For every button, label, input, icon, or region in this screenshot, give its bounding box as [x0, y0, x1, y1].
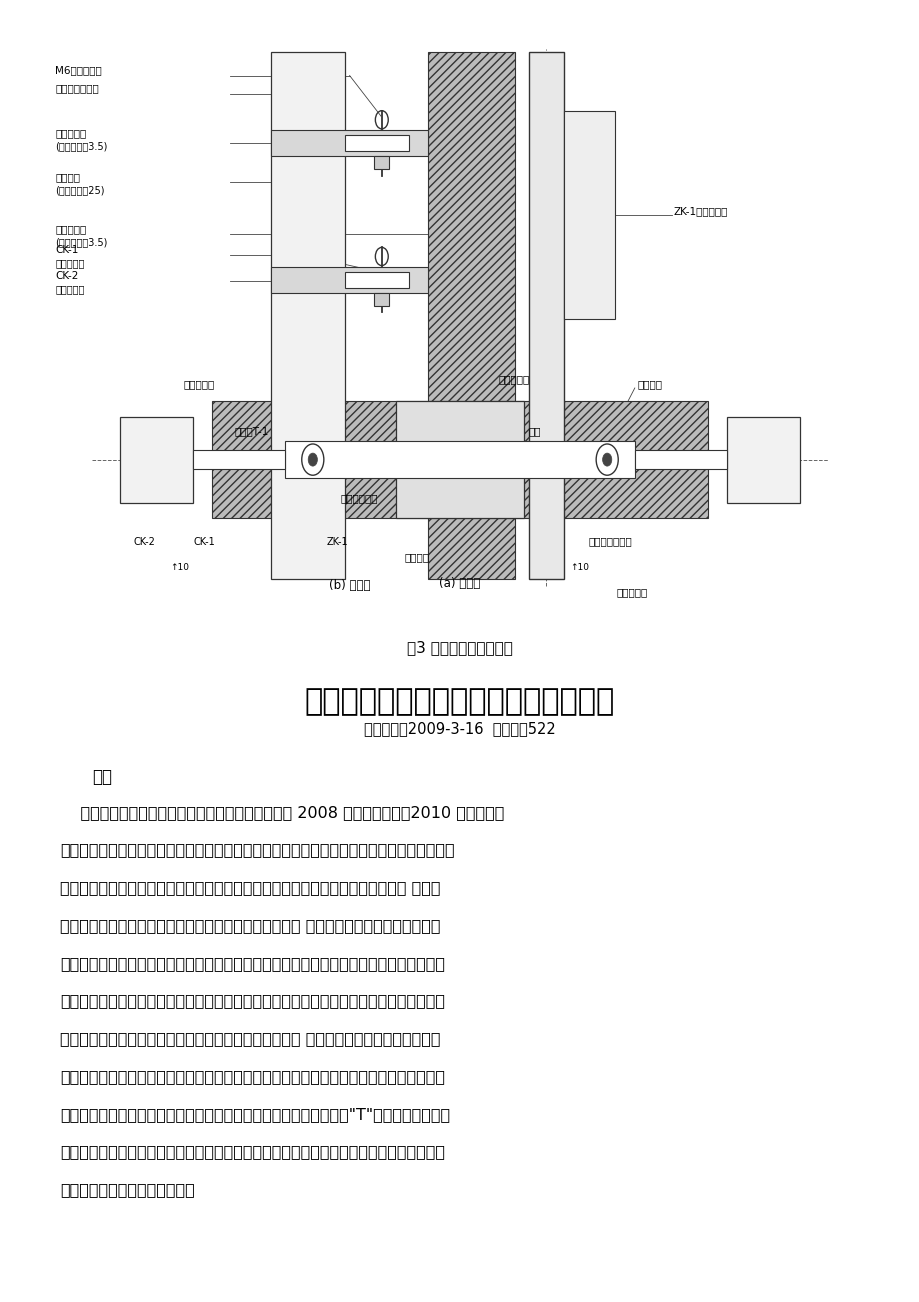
Text: CK-2: CK-2 [55, 271, 78, 281]
Bar [271, 52, 345, 579]
Text: 博览会的申办成功，建筑业的景象热闹非凡，同时也带来了装饰业的发展，在建筑外装饰中，: 博览会的申办成功，建筑业的景象热闹非凡，同时也带来了装饰业的发展，在建筑外装饰中… [60, 842, 454, 858]
Text: ↑10: ↑10 [570, 564, 589, 572]
Text: 连接件T-1: 连接件T-1 [234, 426, 268, 436]
Bar [285, 441, 634, 478]
Text: 来越低，造型越来越复杂，对安装施工工艺要求越来越严 石材幕墙市场对安全性的要求越: 来越低，造型越来越复杂，对安装施工工艺要求越来越严 石材幕墙市场对安全性的要求越 [60, 918, 440, 934]
Text: 发布时间：2009-3-16  点击数：522: 发布时间：2009-3-16 点击数：522 [364, 721, 555, 737]
Circle shape [602, 453, 611, 466]
Text: 筑物结构体上，从而形成装饰面的一种装饰装修施工方法 而湿贴石材幕墙则采用传统的水: 筑物结构体上，从而形成装饰面的一种装饰装修施工方法 而湿贴石材幕墙则采用传统的水 [60, 1031, 440, 1047]
Text: 等。本文简单介绍目前常用的石材幕墙施工方法及其优点进行对比分析，以及石材幕墙的新: 等。本文简单介绍目前常用的石材幕墙施工方法及其优点进行对比分析，以及石材幕墙的新 [60, 1144, 444, 1160]
Text: 石材面板: 石材面板 [404, 552, 429, 562]
Text: 钢龙骨竖架: 钢龙骨竖架 [498, 374, 529, 384]
Bar [427, 52, 515, 579]
Text: 随着社会经济的发展，城市面貌的日益改善，加之 2008 年北京奥运会、2010 年上海世界: 随着社会经济的发展，城市面貌的日益改善，加之 2008 年北京奥运会、2010 … [60, 805, 504, 820]
Bar [374, 293, 389, 306]
Text: 图3 小单元式干挂法节点: 图3 小单元式干挂法节点 [406, 641, 513, 656]
Bar [563, 111, 614, 319]
Text: (b) 平剖面: (b) 平剖面 [328, 579, 370, 592]
Text: (厚度不小于25): (厚度不小于25) [55, 185, 105, 195]
Bar [271, 130, 427, 156]
Text: 来越高，对经济性的要求越来越优。因此石材幕墙技术的更新已经提到了日程，石材幕墙的: 来越高，对经济性的要求越来越优。因此石材幕墙技术的更新已经提到了日程，石材幕墙的 [60, 956, 444, 971]
Text: 泥砂浆作为黏结剂将石材固定在建筑物结构体上的装饰装修施工方法。而干挂石材工艺又包: 泥砂浆作为黏结剂将石材固定在建筑物结构体上的装饰装修施工方法。而干挂石材工艺又包 [60, 1069, 444, 1085]
Text: 石材专用密封胶: 石材专用密封胶 [55, 83, 99, 94]
Text: 括插销（针）式、蝴蝶（上下翻、两头翻）式、蝴形背卡式、焊接（"T"形件）、背栓式等: 括插销（针）式、蝴蝶（上下翻、两头翻）式、蝴形背卡式、焊接（"T"形件）、背栓式… [60, 1107, 449, 1122]
Circle shape [308, 453, 317, 466]
Text: 技术发展，以飨石材幕墙人员。: 技术发展，以飨石材幕墙人员。 [60, 1182, 194, 1198]
Text: 铝合金卡条: 铝合金卡条 [55, 258, 85, 268]
Bar [374, 156, 389, 169]
Text: 钢龙骨横梁: 钢龙骨横梁 [55, 128, 86, 138]
Text: CK-1: CK-1 [193, 536, 215, 547]
Text: (壁厚不小于3.5): (壁厚不小于3.5) [55, 141, 108, 151]
Bar [271, 267, 427, 293]
Bar [345, 272, 409, 288]
Text: ↑10: ↑10 [170, 564, 189, 572]
Text: 铝合金卡条: 铝合金卡条 [55, 284, 85, 294]
Text: M6不锈钢螺栓: M6不锈钢螺栓 [55, 65, 102, 76]
Text: 钢龙骨竖梁: 钢龙骨竖梁 [55, 224, 86, 234]
Text: 石材幕墙已占有相当大的比例。而且石材幕墙应用的高度越来越高，体量越来越大 造价越: 石材幕墙已占有相当大的比例。而且石材幕墙应用的高度越来越高，体量越来越大 造价越 [60, 880, 440, 896]
Text: 三维微调系统: 三维微调系统 [340, 493, 378, 504]
Bar [193, 450, 285, 469]
Text: 钢龙骨竖架: 钢龙骨竖架 [616, 587, 647, 598]
Text: 垫圈: 垫圈 [528, 426, 541, 436]
Text: (壁厚不小于3.5): (壁厚不小于3.5) [55, 237, 108, 247]
Text: 石材面板: 石材面板 [55, 172, 80, 182]
Text: 前言: 前言 [92, 768, 112, 786]
Text: 不锈钢螺栓: 不锈钢螺栓 [184, 379, 215, 389]
Text: ZK-1铝合金型材: ZK-1铝合金型材 [673, 206, 727, 216]
Bar [211, 401, 708, 518]
Bar [528, 52, 563, 579]
Bar [634, 450, 726, 469]
Text: 石材专用密封胶: 石材专用密封胶 [588, 536, 632, 547]
Text: (a) 立剖面: (a) 立剖面 [439, 577, 480, 590]
Text: 防腐垫片: 防腐垫片 [637, 379, 662, 389]
Bar [726, 417, 800, 503]
Text: 浅谈石材幕墙的施工方法和新技术发展: 浅谈石材幕墙的施工方法和新技术发展 [304, 687, 615, 716]
Bar [345, 135, 409, 151]
Bar [119, 417, 193, 503]
Text: CK-1: CK-1 [55, 245, 78, 255]
Bar [395, 401, 524, 518]
Text: 方法有干挂和湿贴两种，干挂石材工艺就是采用金属配件将石材板材、异型材牢固悬挂在建: 方法有干挂和湿贴两种，干挂石材工艺就是采用金属配件将石材板材、异型材牢固悬挂在建 [60, 993, 444, 1009]
Text: ZK-1: ZK-1 [326, 536, 348, 547]
Text: CK-2: CK-2 [133, 536, 155, 547]
